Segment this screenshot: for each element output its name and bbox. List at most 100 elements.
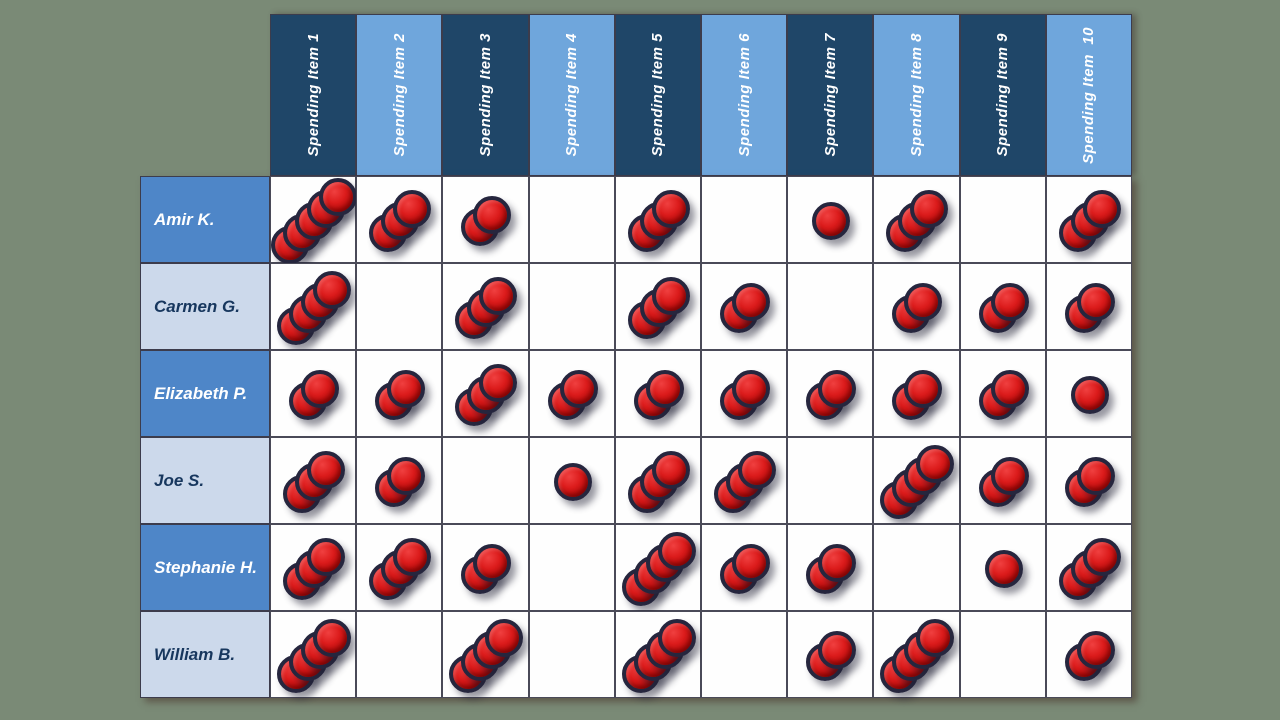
vote-cell: [442, 524, 529, 611]
vote-cell: [1045, 524, 1132, 611]
poker-chip-icon: [904, 282, 943, 321]
vote-cell: [528, 263, 615, 350]
column-header-spending-item-2: Spending Item 2: [356, 14, 443, 176]
vote-cell: [528, 176, 615, 263]
poker-chip-icon: [301, 369, 340, 408]
row-label: Carmen G.: [140, 263, 270, 350]
vote-cell: [1045, 176, 1132, 263]
column-header-spending-item-3: Spending Item 3: [442, 14, 529, 176]
vote-cell: [873, 524, 960, 611]
vote-cell: [1045, 437, 1132, 524]
matrix-body: Amir K. Carmen G. Elizabeth P. Joe S. Stepha…: [140, 176, 1132, 698]
poker-chip-icon: [559, 369, 598, 408]
row-label: Stephanie H.: [140, 524, 270, 611]
vote-cell: [700, 176, 788, 263]
column-headers: Spending Item 1 Spending Item 2 Spending I…: [270, 14, 1132, 176]
poker-chip-icon: [479, 276, 518, 315]
column-header-spending-item-1: Spending Item 1: [270, 14, 357, 176]
vote-cell: [700, 350, 788, 437]
vote-cell: [356, 263, 443, 350]
poker-chip-icon: [818, 543, 857, 582]
vote-cell: [873, 611, 960, 698]
poker-chip-icon: [657, 618, 696, 657]
poker-chip-icon: [916, 444, 955, 483]
vote-cell: [614, 611, 701, 698]
poker-chip-icon: [1082, 189, 1121, 228]
poker-chip-icon: [1070, 375, 1109, 414]
column-header-label: Spending Item 10: [1080, 26, 1098, 164]
poker-chip-icon: [732, 369, 771, 408]
poker-chip-icon: [307, 537, 346, 576]
poker-chip-icon: [910, 189, 949, 228]
vote-cell: [873, 350, 960, 437]
vote-cell: [614, 263, 701, 350]
vote-cell: [528, 437, 615, 524]
vote-cell: [356, 350, 443, 437]
poker-chip-icon: [651, 450, 690, 489]
poker-chip-icon: [651, 189, 690, 228]
column-header-label: Spending Item 7: [821, 33, 839, 157]
vote-cell: [787, 524, 874, 611]
vote-cell: [442, 176, 529, 263]
poker-chip-icon: [393, 189, 432, 228]
vote-cell: [356, 524, 443, 611]
column-header-spending-item-9: Spending Item 9: [959, 14, 1046, 176]
vote-cell: [356, 611, 443, 698]
poker-chip-icon: [990, 282, 1029, 321]
column-header-label: Spending Item 9: [994, 33, 1012, 157]
poker-chip-icon: [1076, 282, 1115, 321]
vote-cell: [442, 263, 529, 350]
vote-cell: [270, 263, 357, 350]
poker-chip-icon: [313, 270, 352, 309]
poker-chip-icon: [818, 630, 857, 669]
column-header-spending-item-10: Spending Item 10: [1045, 14, 1132, 176]
vote-cell: [442, 611, 529, 698]
vote-cell: [700, 263, 788, 350]
vote-cell: [959, 611, 1046, 698]
poker-chip-icon: [984, 549, 1023, 588]
vote-cell: [1045, 611, 1132, 698]
vote-cell: [270, 437, 357, 524]
poker-chip-icon: [387, 369, 426, 408]
vote-cell: [700, 524, 788, 611]
poker-chip-icon: [313, 618, 352, 657]
vote-cell: [528, 350, 615, 437]
vote-cell: [270, 524, 357, 611]
column-header-spending-item-5: Spending Item 5: [614, 14, 701, 176]
column-header-label: Spending Item 6: [735, 33, 753, 157]
vote-cell: [873, 176, 960, 263]
poker-chip-icon: [307, 450, 346, 489]
vote-cell: [787, 611, 874, 698]
column-header-label: Spending Item 4: [563, 33, 581, 157]
vote-cell: [787, 176, 874, 263]
poker-chip-icon: [393, 537, 432, 576]
vote-cell: [356, 176, 443, 263]
vote-cell: [270, 611, 357, 698]
vote-cell: [700, 611, 788, 698]
vote-cell: [528, 611, 615, 698]
vote-cell: [873, 437, 960, 524]
vote-cell: [700, 437, 788, 524]
poker-chip-icon: [990, 456, 1029, 495]
vote-cell: [614, 524, 701, 611]
poker-chip-icon: [1082, 537, 1121, 576]
vote-cell: [270, 350, 357, 437]
row-label: Amir K.: [140, 176, 270, 263]
poker-chip-icon: [1076, 456, 1115, 495]
column-header-spending-item-4: Spending Item 4: [528, 14, 615, 176]
vote-cell: [873, 263, 960, 350]
column-header-spending-item-8: Spending Item 8: [873, 14, 960, 176]
poker-chip-icon: [818, 369, 857, 408]
poker-chip-icon: [387, 456, 426, 495]
vote-cell: [528, 524, 615, 611]
poker-chip-icon: [738, 450, 777, 489]
vote-cell: [959, 176, 1046, 263]
poker-chip-icon: [473, 195, 512, 234]
vote-cell: [356, 437, 443, 524]
vote-cell: [787, 263, 874, 350]
poker-chip-icon: [485, 618, 524, 657]
poker-chip-icon: [1076, 630, 1115, 669]
row-label: Joe S.: [140, 437, 270, 524]
poker-chip-icon: [473, 543, 512, 582]
poker-chip-icon: [651, 276, 690, 315]
